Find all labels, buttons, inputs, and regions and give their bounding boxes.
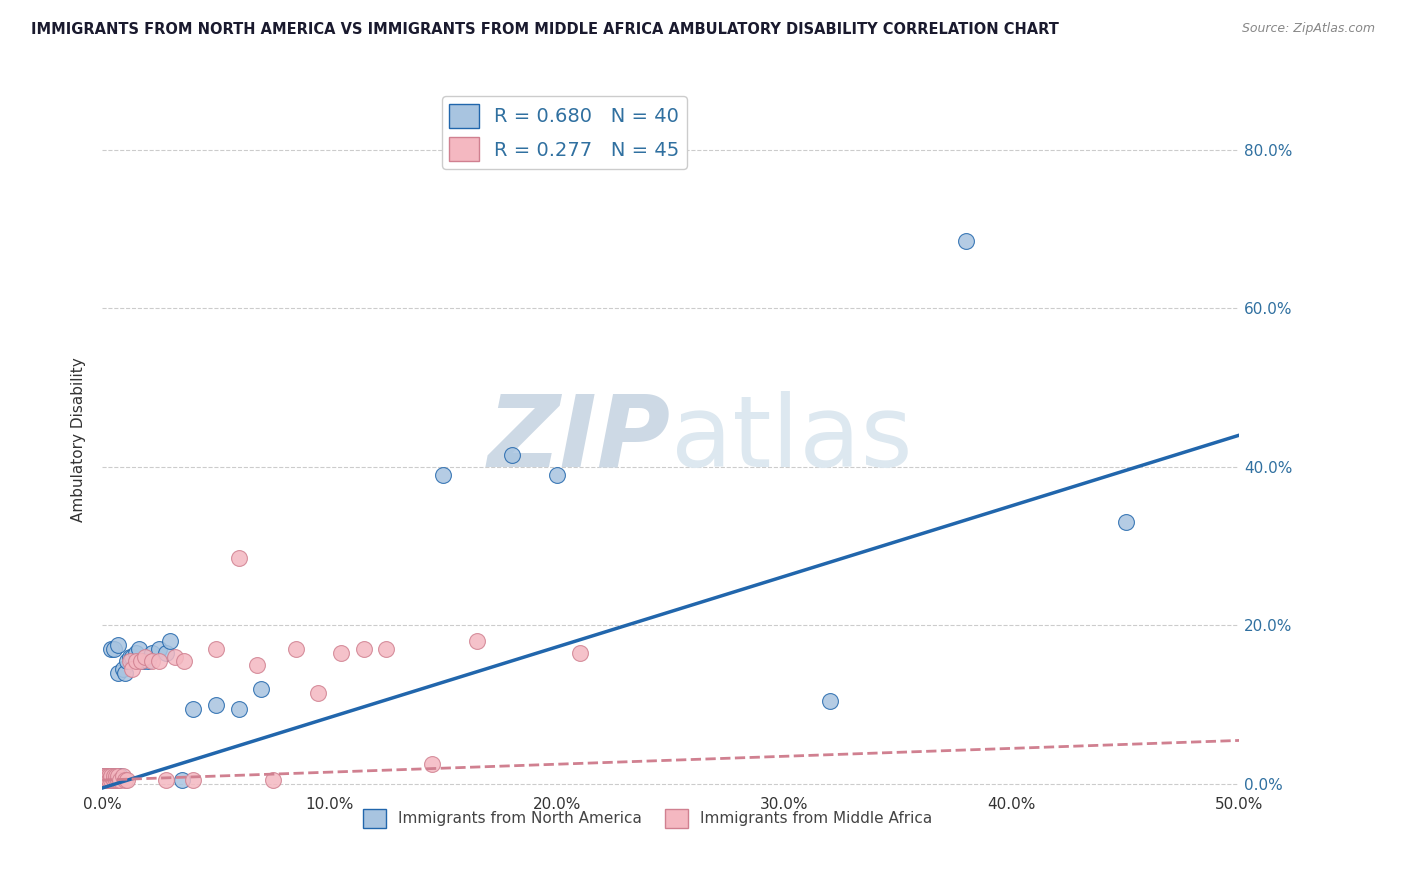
Point <box>98 773 121 788</box>
Point <box>170 773 193 788</box>
Point <box>93 773 115 788</box>
Point <box>501 448 523 462</box>
Point <box>100 773 122 788</box>
Point <box>121 662 143 676</box>
Text: ZIP: ZIP <box>488 391 671 488</box>
Point <box>132 654 155 668</box>
Point <box>1115 516 1137 530</box>
Point <box>93 773 115 788</box>
Point <box>118 650 141 665</box>
Point <box>125 654 148 668</box>
Point <box>307 686 329 700</box>
Point <box>121 650 143 665</box>
Point <box>330 646 353 660</box>
Point <box>134 650 156 665</box>
Point <box>353 642 375 657</box>
Point <box>250 681 273 696</box>
Point <box>155 773 177 788</box>
Point <box>96 769 118 783</box>
Point <box>100 769 122 783</box>
Point <box>262 773 284 788</box>
Point <box>100 642 122 657</box>
Point <box>110 769 132 783</box>
Point <box>420 757 443 772</box>
Point <box>93 769 115 783</box>
Point <box>375 642 398 657</box>
Point <box>93 773 115 788</box>
Point <box>118 654 141 668</box>
Point <box>93 769 115 783</box>
Point <box>568 646 591 660</box>
Point <box>93 769 115 783</box>
Point <box>115 773 138 788</box>
Point <box>103 773 125 788</box>
Point <box>228 551 250 566</box>
Point <box>155 646 177 660</box>
Point <box>100 769 122 783</box>
Point <box>163 650 186 665</box>
Point <box>818 694 841 708</box>
Point <box>111 662 134 676</box>
Legend: Immigrants from North America, Immigrants from Middle Africa: Immigrants from North America, Immigrant… <box>357 803 939 834</box>
Point <box>114 666 136 681</box>
Point <box>103 769 125 783</box>
Point <box>159 634 181 648</box>
Point <box>104 773 127 788</box>
Point <box>111 769 134 783</box>
Point <box>104 769 127 783</box>
Point <box>107 666 129 681</box>
Point <box>125 646 148 660</box>
Point <box>148 654 170 668</box>
Point <box>107 638 129 652</box>
Point <box>228 702 250 716</box>
Point <box>148 642 170 657</box>
Point <box>98 773 121 788</box>
Point <box>955 234 977 248</box>
Point <box>98 773 121 788</box>
Text: IMMIGRANTS FROM NORTH AMERICA VS IMMIGRANTS FROM MIDDLE AFRICA AMBULATORY DISABI: IMMIGRANTS FROM NORTH AMERICA VS IMMIGRA… <box>31 22 1059 37</box>
Point <box>136 654 159 668</box>
Point <box>103 769 125 783</box>
Point <box>107 769 129 783</box>
Point <box>114 773 136 788</box>
Point <box>284 642 307 657</box>
Point <box>181 773 204 788</box>
Point <box>110 773 132 788</box>
Point <box>96 769 118 783</box>
Point <box>246 658 269 673</box>
Point <box>205 642 228 657</box>
Point <box>104 773 127 788</box>
Point <box>141 646 163 660</box>
Point <box>141 654 163 668</box>
Point <box>96 773 118 788</box>
Point <box>205 698 228 712</box>
Y-axis label: Ambulatory Disability: Ambulatory Disability <box>72 357 86 522</box>
Point <box>104 773 127 788</box>
Point <box>173 654 195 668</box>
Point <box>107 773 129 788</box>
Point <box>129 654 152 668</box>
Point <box>128 642 150 657</box>
Point <box>100 773 122 788</box>
Point <box>546 467 568 482</box>
Point <box>181 702 204 716</box>
Point <box>96 773 118 788</box>
Text: atlas: atlas <box>671 391 912 488</box>
Point <box>115 654 138 668</box>
Point <box>98 769 121 783</box>
Point <box>98 769 121 783</box>
Point <box>467 634 489 648</box>
Text: Source: ZipAtlas.com: Source: ZipAtlas.com <box>1241 22 1375 36</box>
Point <box>432 467 454 482</box>
Point <box>96 773 118 788</box>
Point <box>103 642 125 657</box>
